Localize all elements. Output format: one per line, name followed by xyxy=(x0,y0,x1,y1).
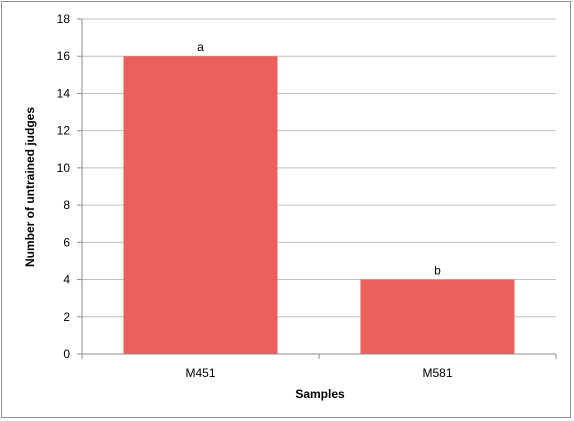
y-tick-label: 4 xyxy=(63,273,70,287)
x-tick-label: M451 xyxy=(185,366,215,380)
y-tick-label: 18 xyxy=(57,12,71,26)
y-tick-labels: 0 2 4 6 8 10 12 14 16 18 xyxy=(57,12,71,361)
y-tick-label: 8 xyxy=(63,198,70,212)
bar-data-label: b xyxy=(434,264,441,278)
bar-m451 xyxy=(123,56,278,354)
x-tick-label: M581 xyxy=(422,366,452,380)
x-tick-labels: M451 M581 xyxy=(185,366,452,380)
y-tick-label: 0 xyxy=(63,347,70,361)
bar-data-labels: ab xyxy=(197,40,441,277)
y-tick-label: 10 xyxy=(57,161,71,175)
x-axis-title: Samples xyxy=(295,387,345,401)
axes xyxy=(77,18,557,359)
bar-m581 xyxy=(360,279,515,354)
y-tick-label: 16 xyxy=(57,49,71,63)
bar-data-label: a xyxy=(197,40,204,54)
y-tick-label: 12 xyxy=(57,124,71,138)
y-tick-label: 2 xyxy=(63,310,70,324)
y-tick-label: 6 xyxy=(63,235,70,249)
y-axis-title: Number of untrained judges xyxy=(23,107,37,267)
bars xyxy=(123,56,515,354)
y-tick-label: 14 xyxy=(57,86,71,100)
